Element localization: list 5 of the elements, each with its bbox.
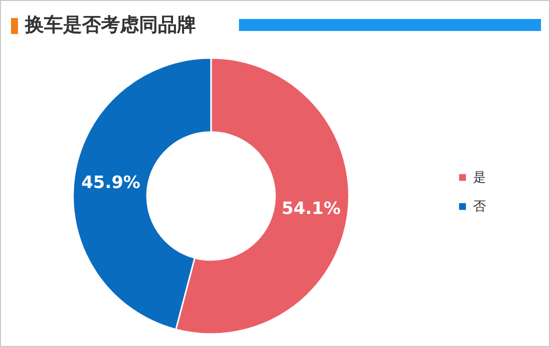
data-label: 54.1% — [282, 198, 341, 219]
data-label: 45.9% — [81, 173, 140, 194]
chart-title: 换车是否考虑同品牌 — [25, 13, 196, 38]
legend-label: 否 — [473, 200, 486, 214]
legend-label: 是 — [473, 170, 486, 186]
